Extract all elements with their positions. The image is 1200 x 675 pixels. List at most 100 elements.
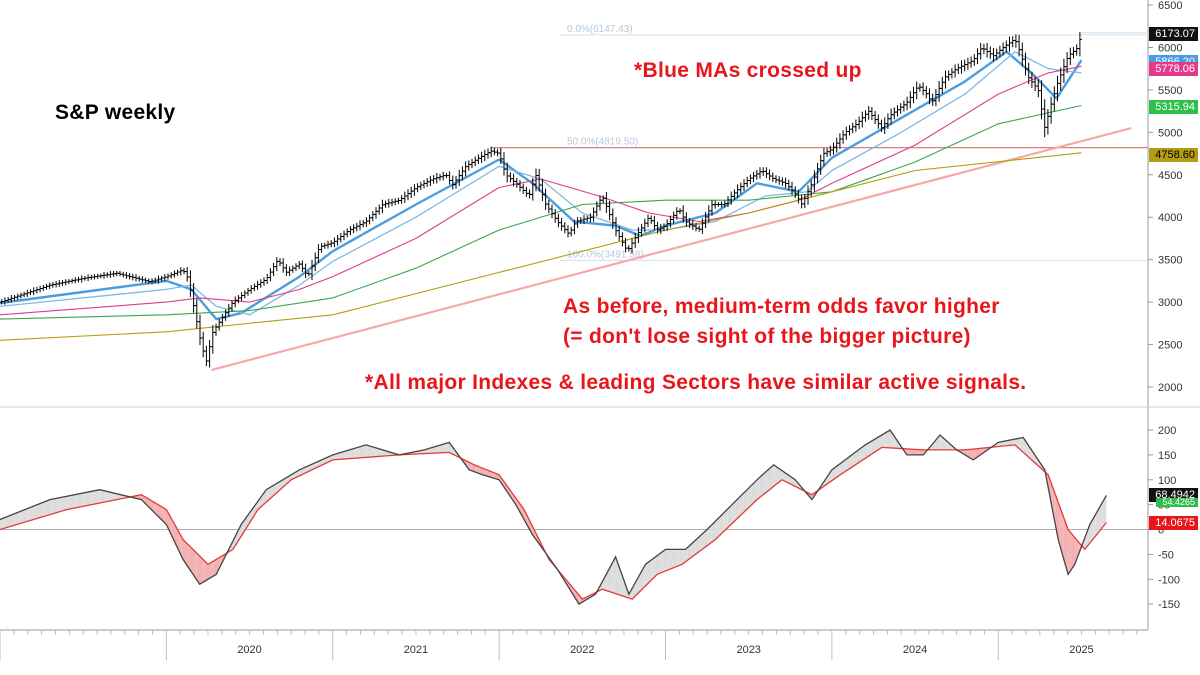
osc-fill-up bbox=[344, 451, 346, 459]
osc-fill-up bbox=[1100, 502, 1103, 530]
osc-fill-up bbox=[372, 446, 375, 457]
x-tick-label: 2023 bbox=[736, 644, 760, 656]
osc-fill-up bbox=[387, 451, 389, 456]
price-tick-label: 2500 bbox=[1158, 340, 1182, 352]
osc-fill-up bbox=[868, 441, 871, 456]
osc-fill-up bbox=[300, 468, 303, 476]
osc-fill-up bbox=[316, 461, 319, 468]
osc-fill-down bbox=[967, 449, 970, 458]
osc-fill-up bbox=[435, 446, 437, 454]
osc-fill-down bbox=[148, 499, 151, 509]
osc-fill-up bbox=[660, 551, 663, 573]
osc-fill-up bbox=[49, 499, 52, 515]
osc-fill-up bbox=[443, 443, 445, 453]
osc-fill-up bbox=[454, 449, 456, 456]
osc-fill-up bbox=[766, 470, 768, 493]
osc-fill-up bbox=[1092, 516, 1095, 540]
osc-fill-up bbox=[441, 444, 444, 453]
osc-fill-up bbox=[697, 536, 700, 553]
osc-fill-down bbox=[964, 449, 967, 456]
osc-fill-up bbox=[711, 523, 714, 543]
osc-fill-up bbox=[687, 545, 690, 560]
osc-fill-up bbox=[740, 494, 743, 516]
osc-fill-up bbox=[363, 445, 365, 458]
osc-fill-down bbox=[478, 466, 480, 474]
osc-fill-down bbox=[203, 559, 205, 583]
osc-fill-up bbox=[887, 430, 890, 448]
osc-fill-up bbox=[83, 492, 85, 507]
osc-fill-up bbox=[241, 521, 244, 536]
osc-fill-up bbox=[352, 448, 354, 459]
osc-fill-up bbox=[839, 462, 842, 475]
osc-fill-up bbox=[25, 508, 28, 522]
osc-fill-up bbox=[790, 476, 792, 485]
osc-fill-up bbox=[1025, 440, 1028, 456]
osc-fill-up bbox=[737, 497, 740, 519]
x-tick-label: 2022 bbox=[570, 644, 594, 656]
osc-fill-down bbox=[155, 502, 157, 515]
price-tick-label: 5500 bbox=[1158, 85, 1182, 97]
osc-fill-down bbox=[211, 561, 213, 578]
osc-fill-up bbox=[647, 561, 650, 584]
osc-fill-up bbox=[296, 470, 298, 478]
osc-fill-up bbox=[304, 467, 306, 474]
osc-fill-up bbox=[67, 495, 69, 510]
osc-fill-up bbox=[276, 482, 279, 493]
osc-fill-up bbox=[707, 527, 709, 546]
osc-mid-tag: 54.4265 bbox=[1156, 498, 1198, 507]
annotation-line-3: *All major Indexes & leading Sectors hav… bbox=[365, 371, 1027, 394]
osc-fill-up bbox=[86, 492, 88, 506]
osc-fill-down bbox=[1063, 517, 1066, 565]
osc-fill-down bbox=[495, 473, 498, 480]
osc-fill-down bbox=[214, 559, 216, 576]
osc-fill-down bbox=[475, 465, 477, 473]
osc-fill-down bbox=[184, 540, 186, 564]
osc-fill-up bbox=[679, 549, 682, 566]
osc-fill-up bbox=[40, 503, 42, 518]
ma-blue-line bbox=[0, 50, 1083, 321]
osc-fill-up bbox=[444, 443, 447, 453]
osc-fill-up bbox=[787, 474, 789, 484]
osc-fill-up bbox=[377, 448, 380, 457]
osc-fill-up bbox=[342, 451, 344, 460]
osc-fill-up bbox=[43, 501, 45, 517]
osc-fill-down bbox=[198, 554, 200, 584]
x-tick-label: 2025 bbox=[1069, 644, 1093, 656]
osc-fill-up bbox=[771, 465, 773, 489]
osc-fill-down bbox=[491, 471, 493, 478]
osc-fill-up bbox=[721, 513, 724, 534]
osc-fill-up bbox=[36, 504, 39, 519]
osc-fill-up bbox=[431, 447, 434, 454]
osc-fill-up bbox=[1102, 499, 1104, 528]
osc-fill-up bbox=[643, 565, 645, 589]
osc-fill-up bbox=[659, 553, 661, 574]
osc-fill-up bbox=[638, 574, 640, 594]
osc-fill-up bbox=[1097, 508, 1099, 534]
chart-title: S&P weekly bbox=[55, 101, 176, 124]
osc-fill-up bbox=[272, 485, 274, 497]
osc-fill-up bbox=[72, 494, 74, 509]
ma-pink-line bbox=[0, 65, 1082, 316]
osc-fill-down bbox=[147, 498, 149, 507]
osc-fill-up bbox=[1014, 438, 1016, 446]
osc-fill-up bbox=[934, 439, 936, 450]
osc-fill-up bbox=[783, 471, 786, 482]
osc-fill-up bbox=[718, 516, 720, 537]
osc-fill-up bbox=[30, 506, 32, 521]
osc-fill-up bbox=[649, 560, 652, 582]
osc-fill-up bbox=[1023, 438, 1026, 455]
osc-fill-up bbox=[891, 431, 893, 449]
osc-fill-up bbox=[793, 478, 796, 487]
osc-fill-up bbox=[883, 433, 885, 448]
osc-fill-up bbox=[759, 475, 762, 498]
osc-fill-up bbox=[943, 438, 946, 450]
price-tick-label: 5000 bbox=[1158, 127, 1182, 139]
osc-fill-up bbox=[347, 450, 349, 459]
osc-fill-up bbox=[57, 497, 60, 513]
osc-fill-up bbox=[889, 430, 892, 448]
ma-olive-line bbox=[0, 152, 1082, 341]
annotation-line-2: (= don't lose sight of the bigger pictur… bbox=[563, 325, 971, 348]
osc-fill-up bbox=[775, 466, 778, 485]
osc-fill-down bbox=[163, 507, 165, 523]
osc-fill-down bbox=[190, 546, 192, 573]
